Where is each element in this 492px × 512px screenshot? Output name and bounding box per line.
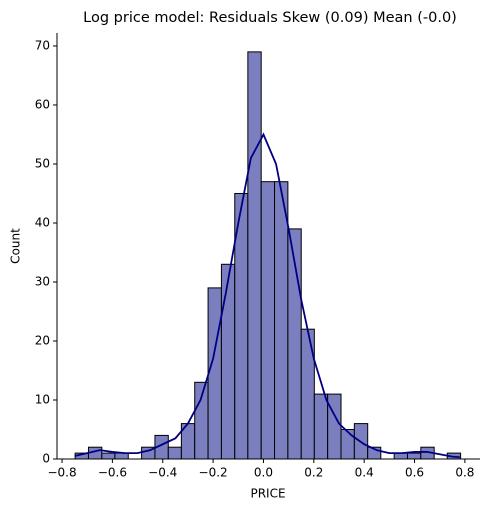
kde-line [74,132,460,459]
x-tick-label: −0.6 [98,466,127,480]
bar [367,446,382,460]
x-axis-label: PRICE [250,487,285,501]
bar [406,452,422,460]
x-tick-label: −0.2 [199,466,228,480]
bar [220,263,236,460]
chart-title: Log price model: Residuals Skew (0.09) M… [83,10,457,26]
bar [167,446,182,460]
y-tick-label: 10 [35,392,50,406]
x-tick-label: 0.2 [304,466,323,480]
x-tick-label: −0.8 [47,466,76,480]
bar [313,393,329,460]
y-axis-label: Count [9,228,23,264]
bar [274,181,289,460]
bar [327,393,342,460]
bar [247,51,262,460]
x-tick-label: −0.4 [148,466,177,480]
x-tick-label: 0.4 [355,466,374,480]
bar [101,452,116,460]
x-tick-label: 0.0 [254,466,273,480]
bar [194,381,209,460]
x-tick-label: 0.8 [455,466,474,480]
y-tick-label: 0 [42,452,50,466]
x-tick-label: 0.6 [405,466,424,480]
y-tick-label: 50 [35,156,50,170]
bar [260,181,276,460]
y-tick-label: 70 [35,38,50,52]
y-tick-label: 30 [35,274,50,288]
bar [207,287,222,460]
y-tick-label: 60 [35,97,50,111]
y-tick-label: 20 [35,333,50,347]
y-tick-label: 40 [35,215,50,229]
bar [340,428,355,460]
